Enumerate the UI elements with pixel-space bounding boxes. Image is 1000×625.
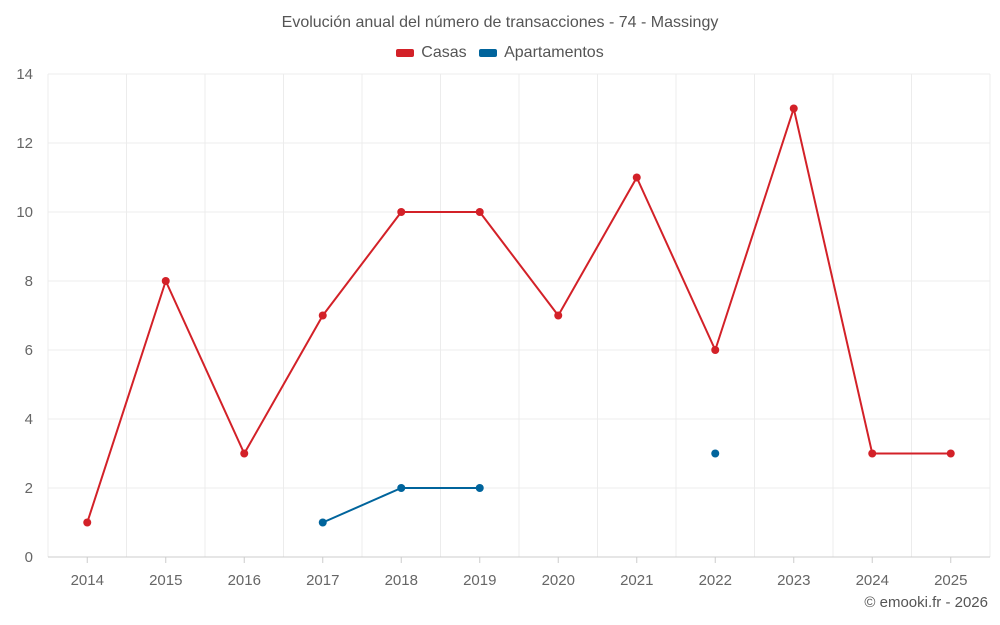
series-line-casas xyxy=(86,107,951,523)
data-point-apartamentos xyxy=(318,518,327,527)
x-tick-label: 2014 xyxy=(71,572,104,589)
data-point-apartamentos xyxy=(475,484,484,492)
data-point-casas xyxy=(711,346,720,354)
legend-swatch-casas xyxy=(396,49,415,57)
y-tick-label: 10 xyxy=(16,204,33,221)
data-point-casas xyxy=(868,449,877,458)
legend-swatch-apartamentos xyxy=(479,49,498,57)
y-tick-label: 2 xyxy=(25,480,33,497)
legend-item-apartamentos[interactable]: Apartamentos xyxy=(479,44,604,62)
y-tick-label: 8 xyxy=(25,273,33,290)
chart-title: Evolución anual del número de transaccio… xyxy=(281,14,719,31)
series-layer xyxy=(83,104,955,527)
y-tick-label: 6 xyxy=(25,342,33,359)
x-tick-label: 2019 xyxy=(463,572,496,589)
legend-label-apartamentos: Apartamentos xyxy=(504,44,604,61)
axis-layer: 0 2 4 6 8 10 12 14 2014 2015 2016 2017 2018 2019 2020 2… xyxy=(16,66,990,589)
y-tick-label: 0 xyxy=(25,549,33,566)
data-point-casas xyxy=(240,449,249,458)
data-point-apartamentos xyxy=(711,449,720,458)
data-point-casas xyxy=(632,173,641,182)
data-point-casas xyxy=(83,518,92,527)
x-tick-label: 2017 xyxy=(306,572,339,589)
chart-legend: Casas Apartamentos xyxy=(0,44,1000,62)
credit-text: © emooki.fr - 2026 xyxy=(864,594,988,611)
x-tick-label: 2018 xyxy=(385,572,418,589)
x-tick-label: 2020 xyxy=(542,572,575,589)
legend-label-casas: Casas xyxy=(421,44,467,61)
data-point-casas xyxy=(789,104,798,113)
data-point-casas xyxy=(161,277,170,285)
data-point-casas xyxy=(397,208,406,216)
data-point-casas xyxy=(946,449,955,458)
grid-layer xyxy=(47,73,991,558)
data-point-casas xyxy=(554,311,563,320)
y-tick-label: 4 xyxy=(25,411,33,428)
x-tick-label: 2021 xyxy=(620,572,653,589)
y-tick-label: 14 xyxy=(16,66,33,83)
x-tick-label: 2025 xyxy=(934,572,967,589)
x-tick-label: 2016 xyxy=(228,572,261,589)
x-tick-label: 2024 xyxy=(856,572,889,589)
data-point-casas xyxy=(318,311,327,320)
x-tick-label: 2015 xyxy=(149,572,182,589)
y-tick-label: 12 xyxy=(16,135,33,152)
data-point-apartamentos xyxy=(397,484,406,492)
series-line-apartamentos xyxy=(322,487,480,524)
x-tick-label: 2023 xyxy=(777,572,810,589)
data-point-casas xyxy=(475,208,484,216)
x-tick-label: 2022 xyxy=(699,572,732,589)
legend-item-casas[interactable]: Casas xyxy=(396,44,467,62)
